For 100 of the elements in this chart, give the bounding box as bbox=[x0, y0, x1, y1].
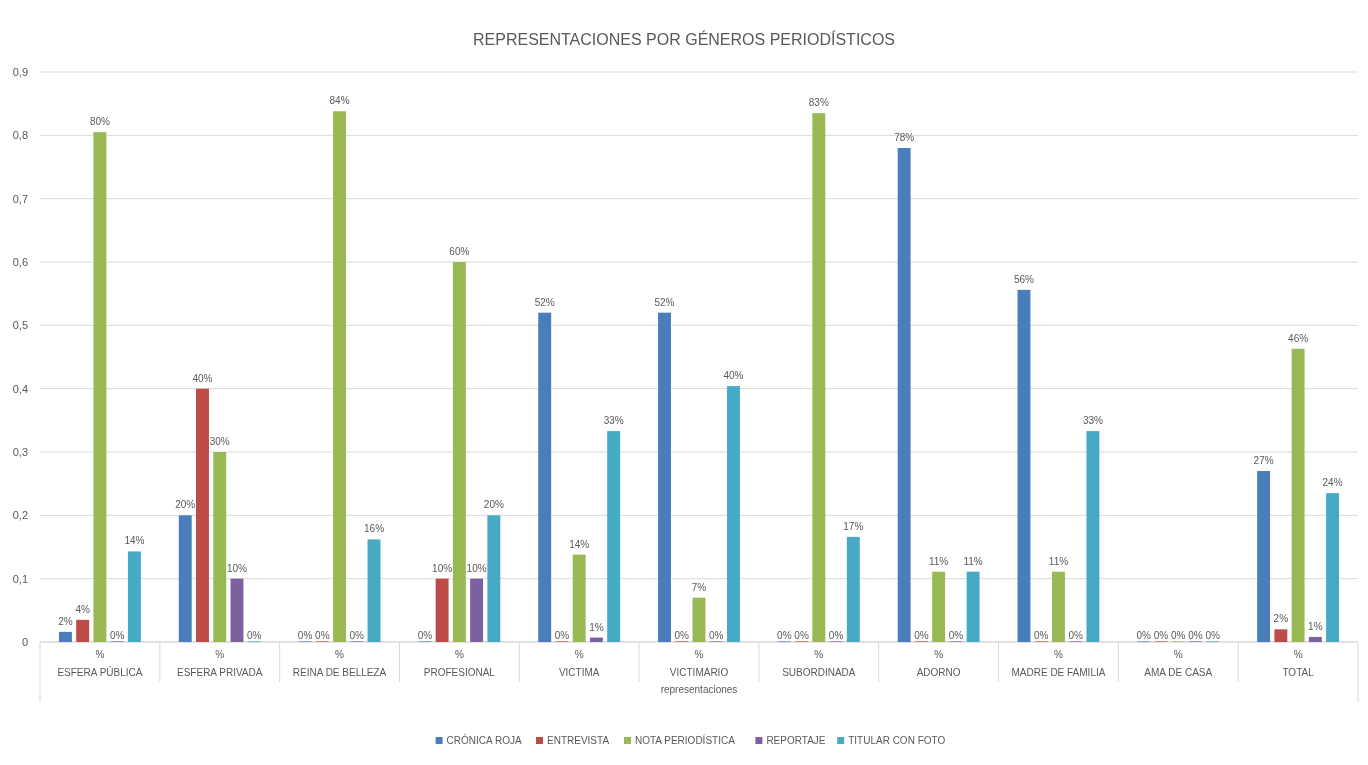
data-label: 17% bbox=[843, 520, 864, 532]
data-label: 40% bbox=[723, 370, 744, 382]
data-label: 0% bbox=[1068, 630, 1084, 641]
x-tick-label: % AMA DE CASA bbox=[1144, 649, 1213, 678]
data-label: 0% bbox=[914, 630, 929, 641]
x-tick-label: % VICTIMA bbox=[558, 649, 600, 678]
y-tick-label: 0,3 bbox=[12, 446, 28, 459]
data-label: 2% bbox=[58, 615, 73, 627]
data-label: 0% bbox=[1171, 630, 1186, 641]
y-tick-label: 0,1 bbox=[12, 572, 28, 585]
data-label: 0% bbox=[777, 630, 792, 641]
bar bbox=[1051, 571, 1065, 642]
bar bbox=[470, 578, 484, 642]
bar bbox=[589, 637, 603, 642]
x-tick-label: % ESFERA PRIVADA bbox=[177, 649, 263, 678]
data-label: 0% bbox=[674, 630, 690, 641]
x-tick-label: % SUBORDINADA bbox=[782, 649, 856, 678]
data-label: 2% bbox=[1273, 613, 1289, 625]
data-label: 0% bbox=[246, 630, 262, 641]
data-label: 83% bbox=[808, 97, 829, 109]
y-tick-label: 0,6 bbox=[12, 256, 28, 269]
chart-title: REPRESENTACIONES POR GÉNEROS PERIODÍSTICOS bbox=[473, 30, 895, 48]
data-label: 7% bbox=[691, 581, 707, 593]
bar bbox=[727, 386, 740, 642]
x-tick-label: % ADORNO bbox=[916, 649, 961, 678]
bar bbox=[1017, 289, 1031, 642]
x-tick-label: % REINA DE BELLEZA bbox=[292, 649, 387, 678]
data-label: 0% bbox=[1033, 630, 1049, 641]
data-label: 4% bbox=[75, 603, 90, 615]
data-label: 33% bbox=[1082, 415, 1104, 427]
bar bbox=[932, 571, 946, 642]
bar bbox=[1308, 636, 1322, 642]
data-label: 11% bbox=[963, 555, 983, 567]
data-label: 80% bbox=[89, 116, 111, 128]
data-label: 46% bbox=[1288, 332, 1309, 344]
bar bbox=[812, 113, 826, 642]
y-tick-label: 0,5 bbox=[12, 319, 28, 332]
bar bbox=[196, 388, 209, 642]
bar bbox=[230, 578, 244, 642]
bar bbox=[178, 515, 192, 642]
data-label: 24% bbox=[1322, 477, 1343, 489]
y-tick-label: 0,7 bbox=[12, 192, 28, 205]
bar bbox=[897, 148, 911, 642]
bar bbox=[1274, 629, 1288, 642]
data-label: 11% bbox=[929, 555, 949, 567]
data-label: 0% bbox=[297, 630, 313, 641]
data-label: 0% bbox=[417, 630, 433, 641]
y-tick-label: 0,2 bbox=[12, 509, 28, 522]
data-label: 14% bbox=[569, 538, 590, 550]
bar bbox=[846, 536, 860, 642]
data-label: 40% bbox=[192, 372, 213, 384]
bar bbox=[93, 132, 107, 642]
bar bbox=[1086, 431, 1100, 642]
bar bbox=[658, 312, 671, 642]
bar bbox=[213, 452, 227, 642]
bar bbox=[572, 554, 586, 642]
y-tick-label: 0,9 bbox=[12, 66, 28, 79]
bar bbox=[1326, 493, 1340, 642]
data-label: 1% bbox=[589, 621, 604, 633]
data-label: 78% bbox=[894, 132, 915, 143]
data-label: 27% bbox=[1253, 455, 1274, 466]
x-tick-label: % ESFERA PÚBLICA bbox=[57, 649, 143, 678]
bar bbox=[127, 551, 141, 642]
x-tick-label: % MADRE DE FAMILIA bbox=[1011, 649, 1106, 678]
data-label: 60% bbox=[449, 246, 470, 257]
legend-label: ENTREVISTA bbox=[547, 735, 610, 746]
bar bbox=[487, 515, 501, 642]
data-label: 1% bbox=[1308, 620, 1323, 632]
data-label: 11% bbox=[1048, 555, 1069, 567]
data-label: 30% bbox=[209, 436, 230, 447]
bar bbox=[367, 539, 381, 642]
data-label: 0% bbox=[828, 630, 844, 641]
legend-label: NOTA PERIODÍSTICA bbox=[635, 734, 736, 746]
data-label: 14% bbox=[124, 535, 145, 547]
data-label: 20% bbox=[175, 499, 196, 511]
bar bbox=[538, 312, 552, 642]
bar bbox=[966, 571, 980, 642]
bar bbox=[58, 631, 72, 642]
bar bbox=[692, 597, 706, 642]
bar bbox=[607, 431, 621, 642]
data-label: 52% bbox=[654, 296, 675, 308]
data-label: 0% bbox=[349, 630, 365, 641]
data-label: 10% bbox=[226, 562, 248, 574]
data-label: 0% bbox=[1205, 630, 1221, 641]
data-label: 52% bbox=[534, 296, 555, 308]
bar bbox=[452, 262, 466, 642]
legend-label: REPORTAJE bbox=[766, 735, 826, 746]
data-label: 0% bbox=[1188, 630, 1203, 641]
data-label: 0% bbox=[709, 630, 724, 641]
y-tick-label: 0,8 bbox=[12, 129, 28, 142]
legend-label: CRÓNICA ROJA bbox=[446, 734, 522, 746]
data-label: 10% bbox=[466, 562, 487, 574]
data-label: 0% bbox=[948, 630, 964, 641]
data-label: 0% bbox=[109, 630, 125, 641]
bar bbox=[1257, 471, 1271, 642]
y-tick-label: 0 bbox=[21, 636, 28, 649]
data-label: 56% bbox=[1013, 273, 1035, 285]
data-label: 0% bbox=[1136, 630, 1152, 641]
data-label: 0% bbox=[315, 630, 330, 641]
data-label: 10% bbox=[432, 562, 453, 574]
